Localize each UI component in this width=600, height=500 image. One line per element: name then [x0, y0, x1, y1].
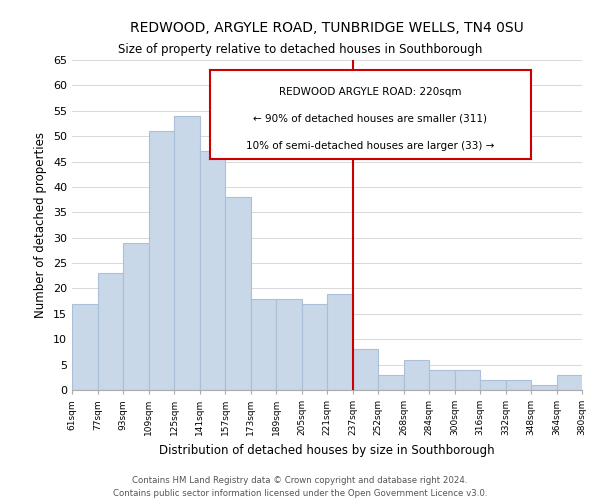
Bar — [302, 304, 327, 390]
Bar — [97, 273, 123, 390]
Title: REDWOOD, ARGYLE ROAD, TUNBRIDGE WELLS, TN4 0SU: REDWOOD, ARGYLE ROAD, TUNBRIDGE WELLS, T… — [130, 21, 524, 35]
X-axis label: Distribution of detached houses by size in Southborough: Distribution of detached houses by size … — [159, 444, 495, 456]
Text: Size of property relative to detached houses in Southborough: Size of property relative to detached ho… — [118, 42, 482, 56]
Bar — [199, 152, 225, 390]
Bar — [378, 375, 404, 390]
Bar — [327, 294, 353, 390]
Bar — [505, 380, 531, 390]
Bar — [123, 243, 149, 390]
Bar — [251, 298, 276, 390]
Bar — [429, 370, 455, 390]
Bar — [225, 197, 251, 390]
Bar — [404, 360, 429, 390]
Bar — [149, 131, 174, 390]
Text: Contains HM Land Registry data © Crown copyright and database right 2024.
Contai: Contains HM Land Registry data © Crown c… — [113, 476, 487, 498]
Bar — [480, 380, 505, 390]
Bar — [455, 370, 480, 390]
Bar — [353, 350, 378, 390]
Bar — [276, 298, 302, 390]
Y-axis label: Number of detached properties: Number of detached properties — [34, 132, 47, 318]
Bar — [72, 304, 97, 390]
Bar — [531, 385, 557, 390]
Bar — [557, 375, 582, 390]
Bar — [174, 116, 199, 390]
